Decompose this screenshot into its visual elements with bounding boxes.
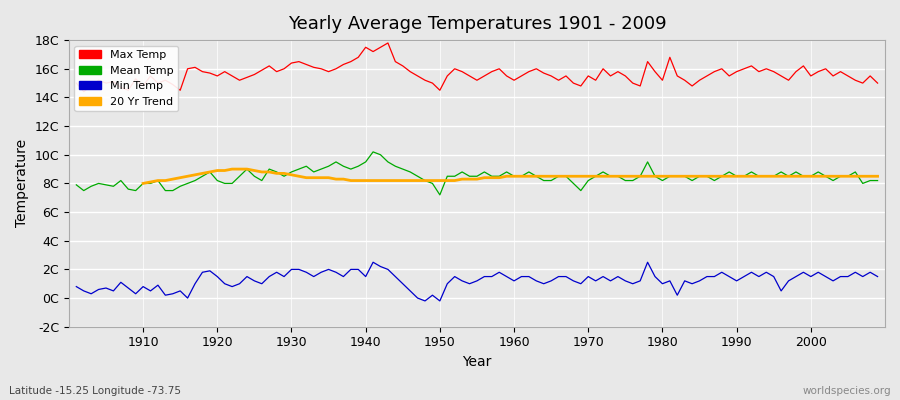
Max Temp xyxy=(382,40,393,45)
Title: Yearly Average Temperatures 1901 - 2009: Yearly Average Temperatures 1901 - 2009 xyxy=(288,15,666,33)
Min Temp xyxy=(872,274,883,279)
20 Yr Trend xyxy=(872,174,883,179)
Mean Temp xyxy=(368,150,379,154)
Mean Temp xyxy=(516,174,526,179)
Max Temp xyxy=(301,62,311,67)
20 Yr Trend xyxy=(316,175,327,180)
Max Temp xyxy=(613,69,624,74)
X-axis label: Year: Year xyxy=(463,355,491,369)
Max Temp xyxy=(346,59,356,64)
Line: Min Temp: Min Temp xyxy=(76,262,878,301)
Min Temp xyxy=(524,274,535,279)
Mean Temp xyxy=(338,164,349,169)
20 Yr Trend xyxy=(820,174,831,179)
Mean Temp xyxy=(130,188,141,193)
Text: worldspecies.org: worldspecies.org xyxy=(803,386,891,396)
20 Yr Trend xyxy=(524,174,535,179)
Min Temp xyxy=(419,298,430,303)
Text: Latitude -15.25 Longitude -73.75: Latitude -15.25 Longitude -73.75 xyxy=(9,386,181,396)
20 Yr Trend xyxy=(583,174,594,179)
Min Temp xyxy=(516,274,526,279)
20 Yr Trend xyxy=(286,172,297,177)
Max Temp xyxy=(516,74,526,78)
Max Temp xyxy=(524,69,535,74)
Max Temp xyxy=(138,84,148,88)
Min Temp xyxy=(71,284,82,289)
Min Temp xyxy=(130,291,141,296)
Min Temp xyxy=(338,274,349,279)
Mean Temp xyxy=(524,170,535,174)
Line: 20 Yr Trend: 20 Yr Trend xyxy=(143,169,878,184)
Mean Temp xyxy=(293,167,304,172)
Max Temp xyxy=(872,81,883,86)
20 Yr Trend xyxy=(138,181,148,186)
Min Temp xyxy=(613,274,624,279)
Line: Max Temp: Max Temp xyxy=(76,43,878,92)
Line: Mean Temp: Mean Temp xyxy=(76,152,878,195)
Mean Temp xyxy=(872,178,883,183)
20 Yr Trend xyxy=(842,174,853,179)
Min Temp xyxy=(293,267,304,272)
Legend: Max Temp, Mean Temp, Min Temp, 20 Yr Trend: Max Temp, Mean Temp, Min Temp, 20 Yr Tre… xyxy=(75,46,178,111)
Min Temp xyxy=(368,260,379,265)
Y-axis label: Temperature: Temperature xyxy=(15,139,29,228)
Max Temp xyxy=(78,89,89,94)
Mean Temp xyxy=(613,174,624,179)
Mean Temp xyxy=(71,182,82,187)
Max Temp xyxy=(71,81,82,86)
20 Yr Trend xyxy=(227,167,238,172)
Mean Temp xyxy=(435,192,446,197)
